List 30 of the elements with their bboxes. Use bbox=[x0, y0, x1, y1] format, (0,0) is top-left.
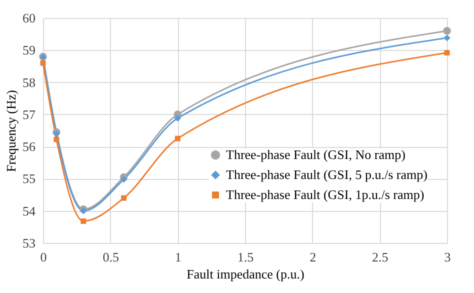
point bbox=[54, 136, 60, 142]
point bbox=[174, 114, 182, 122]
y-tick-label: 55 bbox=[22, 171, 36, 186]
y-tick-label: 56 bbox=[22, 139, 36, 154]
y-tick-label: 58 bbox=[22, 74, 36, 90]
point bbox=[444, 50, 450, 56]
legend-label: Three-phase Fault (GSI, 5 p.u./s ramp) bbox=[226, 167, 428, 182]
x-tick-label: 1 bbox=[174, 250, 182, 264]
point bbox=[80, 208, 87, 214]
y-axis-title: Frequency (Hz) bbox=[4, 90, 18, 172]
point bbox=[80, 218, 86, 224]
y-tick-label: 53 bbox=[22, 236, 36, 250]
y-tick-label: 54 bbox=[22, 203, 36, 218]
x-axis-title: Fault impedance (p.u.) bbox=[186, 266, 304, 282]
x-tick-label: 0 bbox=[40, 250, 47, 264]
legend-label: Three-phase Fault (GSI, No ramp) bbox=[226, 147, 406, 162]
x-tick-label: 3 bbox=[444, 250, 451, 264]
point bbox=[174, 136, 180, 142]
point bbox=[121, 195, 127, 201]
x-tick-label: 0.5 bbox=[102, 250, 119, 264]
y-tick-label: 57 bbox=[22, 106, 36, 122]
legend-label: Three-phase Fault (GSI, 1p.u./s ramp) bbox=[226, 187, 424, 202]
x-tick-label: 2 bbox=[310, 250, 316, 264]
y-tick-label: 59 bbox=[22, 42, 36, 58]
point bbox=[120, 176, 128, 183]
x-tick-label: 1.5 bbox=[237, 250, 254, 264]
point bbox=[443, 26, 451, 35]
point bbox=[444, 34, 450, 42]
x-tick-label: 2.5 bbox=[372, 250, 388, 264]
y-tick-label: 60 bbox=[22, 10, 36, 26]
